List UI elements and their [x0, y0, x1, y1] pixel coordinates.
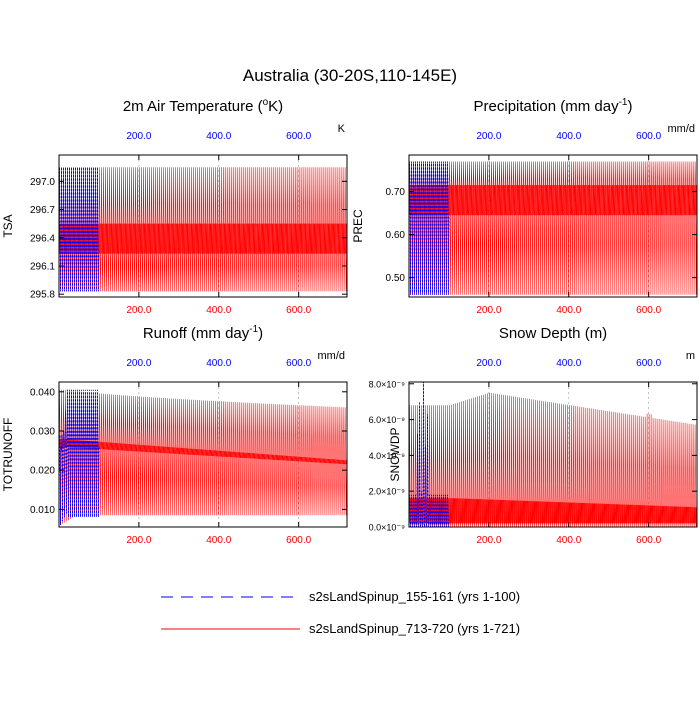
y-tick-label: 0.040 [30, 387, 55, 398]
x-tick-label-bottom: 400.0 [556, 535, 581, 546]
x-tick-label-bottom: 400.0 [556, 305, 581, 316]
x-tick-label-bottom: 200.0 [126, 305, 151, 316]
y-tick-label: 297.0 [30, 177, 55, 188]
y-tick-label: 296.4 [30, 233, 55, 244]
y-tick-label: 0.70 [386, 187, 406, 198]
panel-title: Precipitation (mm day-1) [474, 97, 633, 115]
y-tick-label: 296.1 [30, 261, 55, 272]
x-tick-label-top: 600.0 [286, 131, 311, 142]
series-traces [59, 389, 347, 526]
y-axis-label: SNOWDP [388, 428, 402, 482]
y-tick-label: 0.0×10⁻⁹ [369, 523, 406, 533]
panel-prec: Precipitation (mm day-1) mm/d PREC 0.50 0.60… [351, 97, 698, 316]
series-line-control [409, 161, 450, 295]
series-line-control [59, 389, 100, 526]
panel-snowdp: Snow Depth (m) m SNOWDP 0.0×10⁻⁹ 2.0×10⁻⁹ 4.0… [369, 325, 698, 546]
y-tick-label: 8.0×10⁻⁹ [369, 379, 406, 389]
y-tick-label: 0.50 [386, 273, 406, 284]
x-tick-label-top: 600.0 [286, 358, 311, 369]
units-label: mm/d [318, 350, 346, 362]
y-tick-label: 296.7 [30, 205, 55, 216]
x-tick-label-top: 600.0 [636, 358, 661, 369]
y-tick-label: 295.8 [30, 290, 55, 301]
x-tick-label-bottom: 600.0 [636, 305, 661, 316]
y-tick-label: 4.0×10⁻⁹ [369, 451, 406, 461]
plot-frame [408, 381, 698, 528]
x-tick-label-top: 200.0 [476, 131, 501, 142]
x-tick-label-bottom: 400.0 [206, 305, 231, 316]
series-traces [59, 167, 347, 292]
plot-frame [408, 154, 698, 298]
x-tick-label-top: 400.0 [206, 358, 231, 369]
plot-frame [58, 381, 348, 528]
y-tick-label: 6.0×10⁻⁹ [369, 415, 406, 425]
series-traces [409, 382, 697, 527]
x-tick-label-bottom: 400.0 [206, 535, 231, 546]
x-tick-label-bottom: 200.0 [476, 305, 501, 316]
series-line-experiment [409, 161, 697, 295]
x-tick-label-bottom: 600.0 [286, 305, 311, 316]
x-tick-label-bottom: 200.0 [126, 535, 151, 546]
panel-title: Snow Depth (m) [499, 325, 607, 342]
y-tick-label: 2.0×10⁻⁹ [369, 487, 406, 497]
x-tick-label-bottom: 600.0 [286, 535, 311, 546]
panel-title: 2m Air Temperature (oK) [123, 97, 283, 115]
legend-label: s2sLandSpinup_155-161 (yrs 1-100) [309, 589, 520, 604]
series-line-control [409, 382, 450, 527]
units-label: m [686, 350, 695, 362]
plot-frame [58, 154, 348, 298]
x-tick-label-top: 400.0 [556, 358, 581, 369]
legend-label: s2sLandSpinup_713-720 (yrs 1-721) [309, 621, 520, 636]
x-tick-label-top: 200.0 [476, 358, 501, 369]
panels: 2m Air Temperature (oK) K TSA 295.8 296.1 296… [1, 97, 698, 546]
panel-runoff: Runoff (mm day-1) mm/d TOTRUNOFF 0.010 0.020… [1, 324, 348, 546]
x-tick-label-top: 200.0 [126, 131, 151, 142]
units-label: mm/d [668, 123, 696, 135]
y-tick-label: 0.030 [30, 426, 55, 437]
x-tick-label-top: 600.0 [636, 131, 661, 142]
x-tick-label-bottom: 600.0 [636, 535, 661, 546]
x-tick-label-top: 400.0 [556, 131, 581, 142]
series-line-experiment [409, 392, 697, 527]
y-axis-label: TSA [1, 214, 15, 237]
x-tick-label-bottom: 200.0 [476, 535, 501, 546]
panel-title: Runoff (mm day-1) [143, 324, 263, 342]
legend: s2sLandSpinup_155-161 (yrs 1-100) s2sLand… [161, 589, 520, 636]
y-tick-label: 0.010 [30, 505, 55, 516]
y-tick-label: 0.60 [386, 230, 406, 241]
y-axis-label: TOTRUNOFF [1, 418, 15, 492]
panel-tsa: 2m Air Temperature (oK) K TSA 295.8 296.1 296… [1, 97, 348, 316]
x-tick-label-top: 200.0 [126, 358, 151, 369]
units-label: K [338, 123, 346, 135]
y-axis-label: PREC [351, 209, 365, 243]
main-title: Australia (30-20S,110-145E) [243, 66, 457, 85]
x-tick-label-top: 400.0 [206, 131, 231, 142]
y-tick-label: 0.020 [30, 466, 55, 477]
series-traces [409, 161, 697, 295]
